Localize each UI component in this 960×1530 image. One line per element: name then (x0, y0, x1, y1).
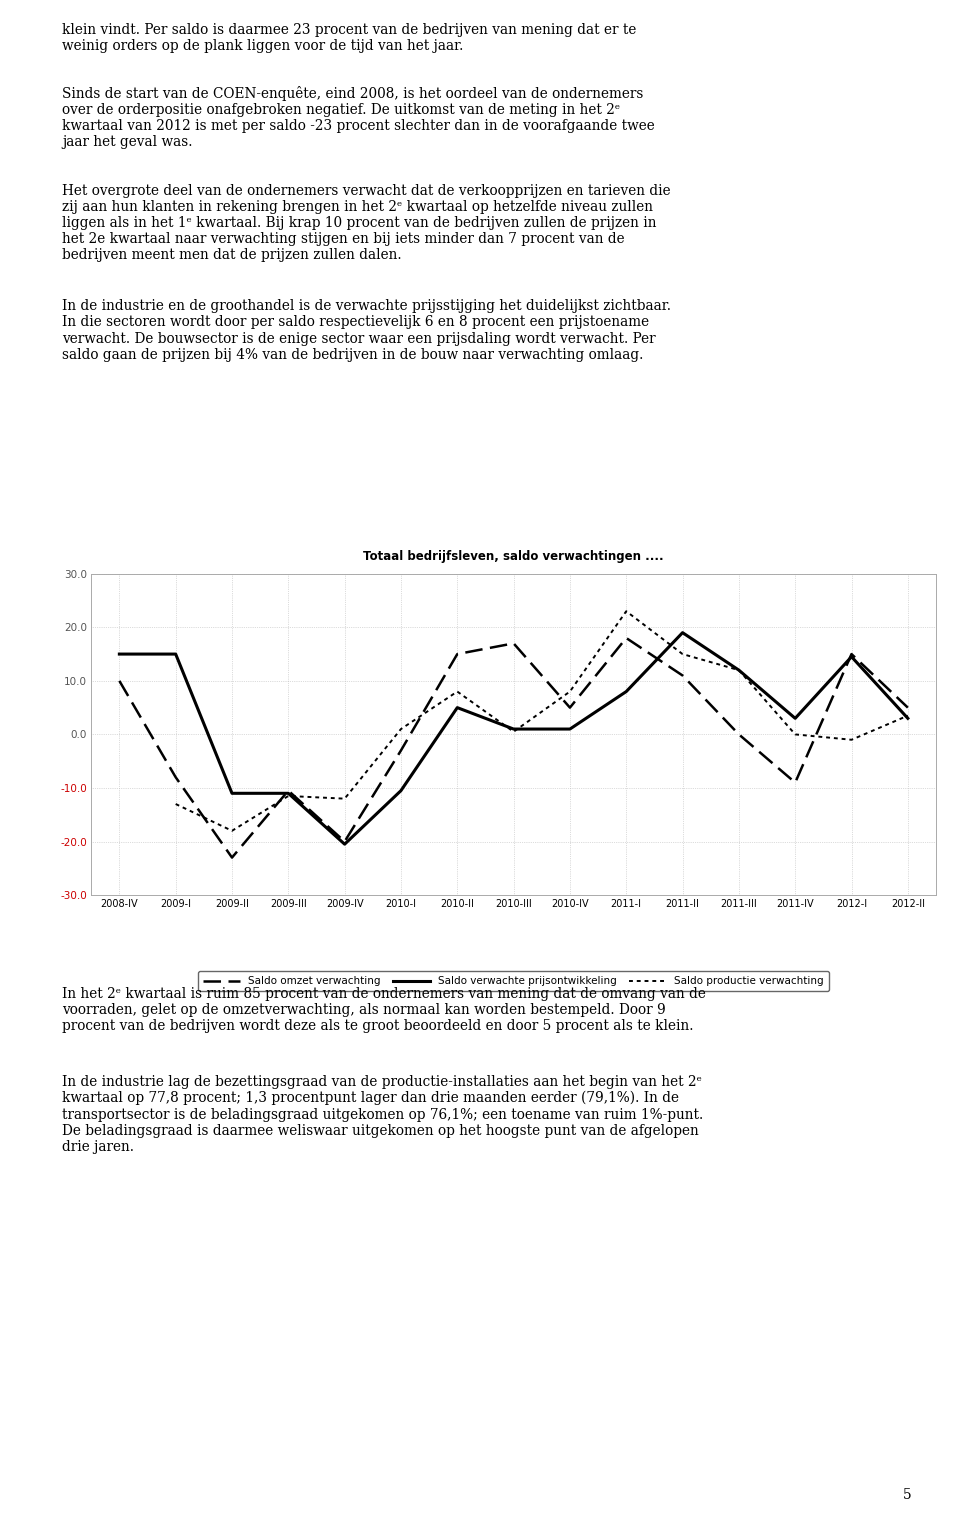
Text: 5: 5 (903, 1489, 912, 1502)
Text: Het overgrote deel van de ondernemers verwacht dat de verkoopprijzen en tarieven: Het overgrote deel van de ondernemers ve… (62, 184, 671, 263)
Text: klein vindt. Per saldo is daarmee 23 procent van de bedrijven van mening dat er : klein vindt. Per saldo is daarmee 23 pro… (62, 23, 636, 54)
Text: In het 2ᵉ kwartaal is ruim 85 procent van de ondernemers van mening dat de omvan: In het 2ᵉ kwartaal is ruim 85 procent va… (62, 987, 707, 1033)
Text: In de industrie lag de bezettingsgraad van de productie-installaties aan het beg: In de industrie lag de bezettingsgraad v… (62, 1076, 704, 1154)
Legend: Saldo omzet verwachting, Saldo verwachte prijsontwikkeling, Saldo productie verw: Saldo omzet verwachting, Saldo verwachte… (199, 972, 828, 991)
Text: In de industrie en de groothandel is de verwachte prijsstijging het duidelijkst : In de industrie en de groothandel is de … (62, 300, 671, 361)
Text: Sinds de start van de COEN-enquête, eind 2008, is het oordeel van de ondernemers: Sinds de start van de COEN-enquête, eind… (62, 86, 655, 150)
Text: Totaal bedrijfsleven, saldo verwachtingen ....: Totaal bedrijfsleven, saldo verwachtinge… (363, 551, 664, 563)
